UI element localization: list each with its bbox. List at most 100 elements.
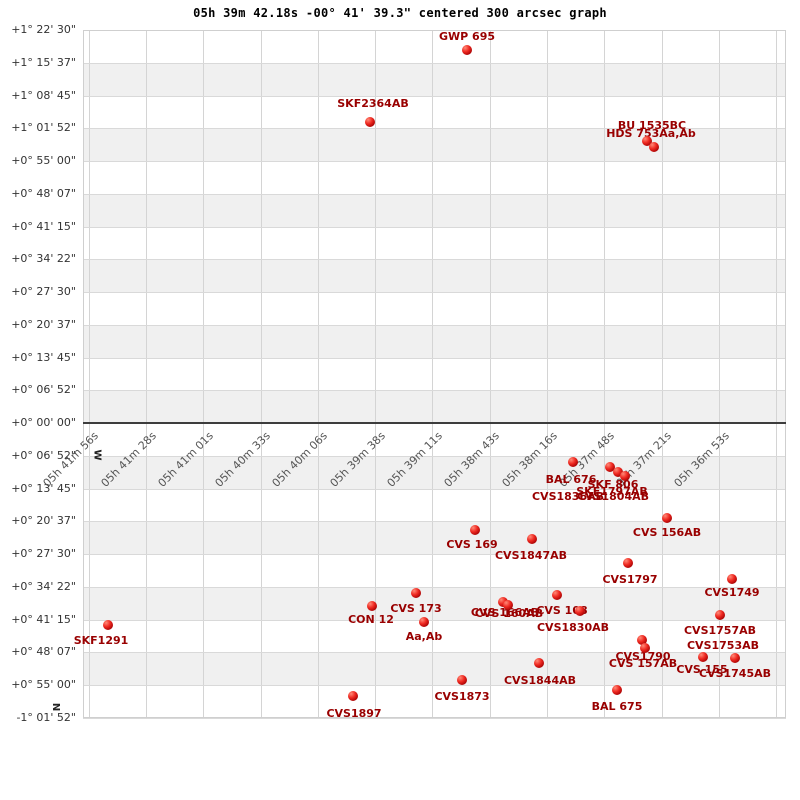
y-tick-label: +0° 55' 00" — [11, 678, 76, 692]
row-band — [83, 652, 786, 686]
star-label: CVS1873 — [434, 690, 490, 703]
data-point-dot — [613, 467, 623, 477]
star-label: HDS 753Aa,Ab — [606, 127, 696, 140]
grid-line-horizontal — [83, 62, 786, 64]
data-point-dot — [727, 574, 737, 584]
y-tick-label: +0° 27' 30" — [11, 547, 76, 561]
grid-line-horizontal — [83, 718, 786, 719]
data-point-dot — [730, 653, 740, 663]
data-point-dot — [419, 617, 429, 627]
data-point-dot — [649, 142, 659, 152]
star-label: CVS1836AB — [531, 490, 605, 503]
grid-line-horizontal — [83, 685, 786, 687]
star-label: CVS 156AB — [632, 526, 702, 539]
grid-line-horizontal — [83, 619, 786, 621]
data-point-dot — [623, 558, 633, 568]
star-label: CVS 108 — [536, 604, 588, 617]
grid-line-horizontal — [83, 292, 786, 294]
grid-line-horizontal — [83, 586, 786, 588]
row-band — [83, 324, 786, 358]
star-label: CVS1757AB — [683, 624, 757, 637]
star-label: CVS1897 — [326, 707, 382, 720]
star-label: SKF2364AB — [337, 97, 409, 110]
grid-line-vertical — [604, 30, 606, 718]
star-label: BU 1535BC — [617, 119, 687, 132]
star-label: CVS 169 — [446, 538, 498, 551]
y-tick-label: +0° 06' 52" — [11, 383, 76, 397]
star-label: CON 12 — [348, 613, 394, 626]
star-label: SKF1291 — [73, 634, 129, 647]
data-point-dot — [575, 606, 585, 616]
star-label: CVS 157AB — [608, 657, 678, 670]
data-point-dot — [642, 136, 652, 146]
data-point-dot — [620, 471, 630, 481]
compass-north-marker: N — [50, 702, 62, 712]
y-tick-label: +0° 20' 37" — [11, 317, 76, 331]
data-point-dot — [637, 635, 647, 645]
y-tick-label: +0° 06' 52" — [11, 448, 76, 462]
data-point-dot — [503, 600, 513, 610]
y-tick-label: +0° 13' 45" — [11, 350, 76, 364]
zero-declination-line — [83, 422, 786, 425]
grid-line-horizontal — [83, 193, 786, 195]
star-label: CVS 173 — [390, 602, 442, 615]
data-point-dot — [457, 675, 467, 685]
y-tick-label: +0° 34' 22" — [11, 252, 76, 266]
data-point-dot — [640, 643, 650, 653]
star-label: Aa,Ab — [405, 630, 443, 643]
row-band — [83, 193, 786, 227]
grid-line-vertical — [547, 30, 548, 718]
grid-line-horizontal — [83, 652, 786, 654]
star-label: CVS1745AB — [698, 667, 772, 680]
row-band — [83, 259, 786, 293]
y-tick-label: +1° 08' 45" — [11, 88, 76, 102]
compass-west-marker: W — [91, 449, 103, 461]
data-point-dot — [534, 658, 544, 668]
grid-line-horizontal — [83, 226, 786, 228]
row-band — [83, 390, 786, 424]
y-tick-label: +1° 01' 52" — [11, 121, 76, 135]
data-point-dot — [662, 513, 672, 523]
grid-line-vertical — [203, 30, 205, 718]
grid-line-vertical — [260, 30, 262, 718]
y-tick-label: +0° 41' 15" — [11, 219, 76, 233]
y-tick-label: +0° 13' 45" — [11, 481, 76, 495]
star-label: CVS 155 — [676, 663, 728, 676]
grid-line-horizontal — [83, 30, 786, 31]
data-point-dot — [462, 45, 472, 55]
data-point-dot — [348, 691, 358, 701]
grid-line-horizontal — [83, 357, 786, 359]
grid-line-horizontal — [83, 390, 786, 392]
grid-line-vertical — [776, 30, 778, 718]
row-band — [83, 455, 786, 489]
star-label: CVS1847AB — [494, 549, 568, 562]
data-point-dot — [103, 620, 113, 630]
data-point-dot — [568, 457, 578, 467]
grid-line-horizontal — [83, 521, 786, 523]
star-label: CVS1790 — [615, 650, 671, 663]
star-label: BAL 676 — [545, 473, 597, 486]
y-tick-label: -1° 01' 52" — [16, 711, 76, 724]
star-label: CVS 166AB — [470, 606, 540, 619]
grid-line-horizontal — [83, 259, 786, 261]
star-label: CVS1804AB — [576, 490, 650, 503]
grid-line-horizontal — [83, 554, 786, 556]
grid-line-vertical — [88, 30, 90, 718]
star-label: CVS1753AB — [686, 639, 760, 652]
star-label: SKF1797AB — [576, 485, 648, 498]
grid-line-horizontal — [83, 455, 786, 457]
row-band — [83, 128, 786, 162]
data-point-dot — [365, 117, 375, 127]
row-band — [83, 62, 786, 96]
grid-line-horizontal — [83, 95, 786, 97]
grid-line-vertical — [661, 30, 663, 718]
y-tick-label: +0° 20' 37" — [11, 514, 76, 528]
grid-line-vertical — [317, 30, 319, 718]
grid-line-horizontal — [83, 324, 786, 326]
data-point-dot — [470, 525, 480, 535]
grid-line-vertical — [375, 30, 377, 718]
star-label: SKF 806 — [587, 478, 639, 491]
y-tick-label: +0° 41' 15" — [11, 612, 76, 626]
data-point-dot — [552, 590, 562, 600]
